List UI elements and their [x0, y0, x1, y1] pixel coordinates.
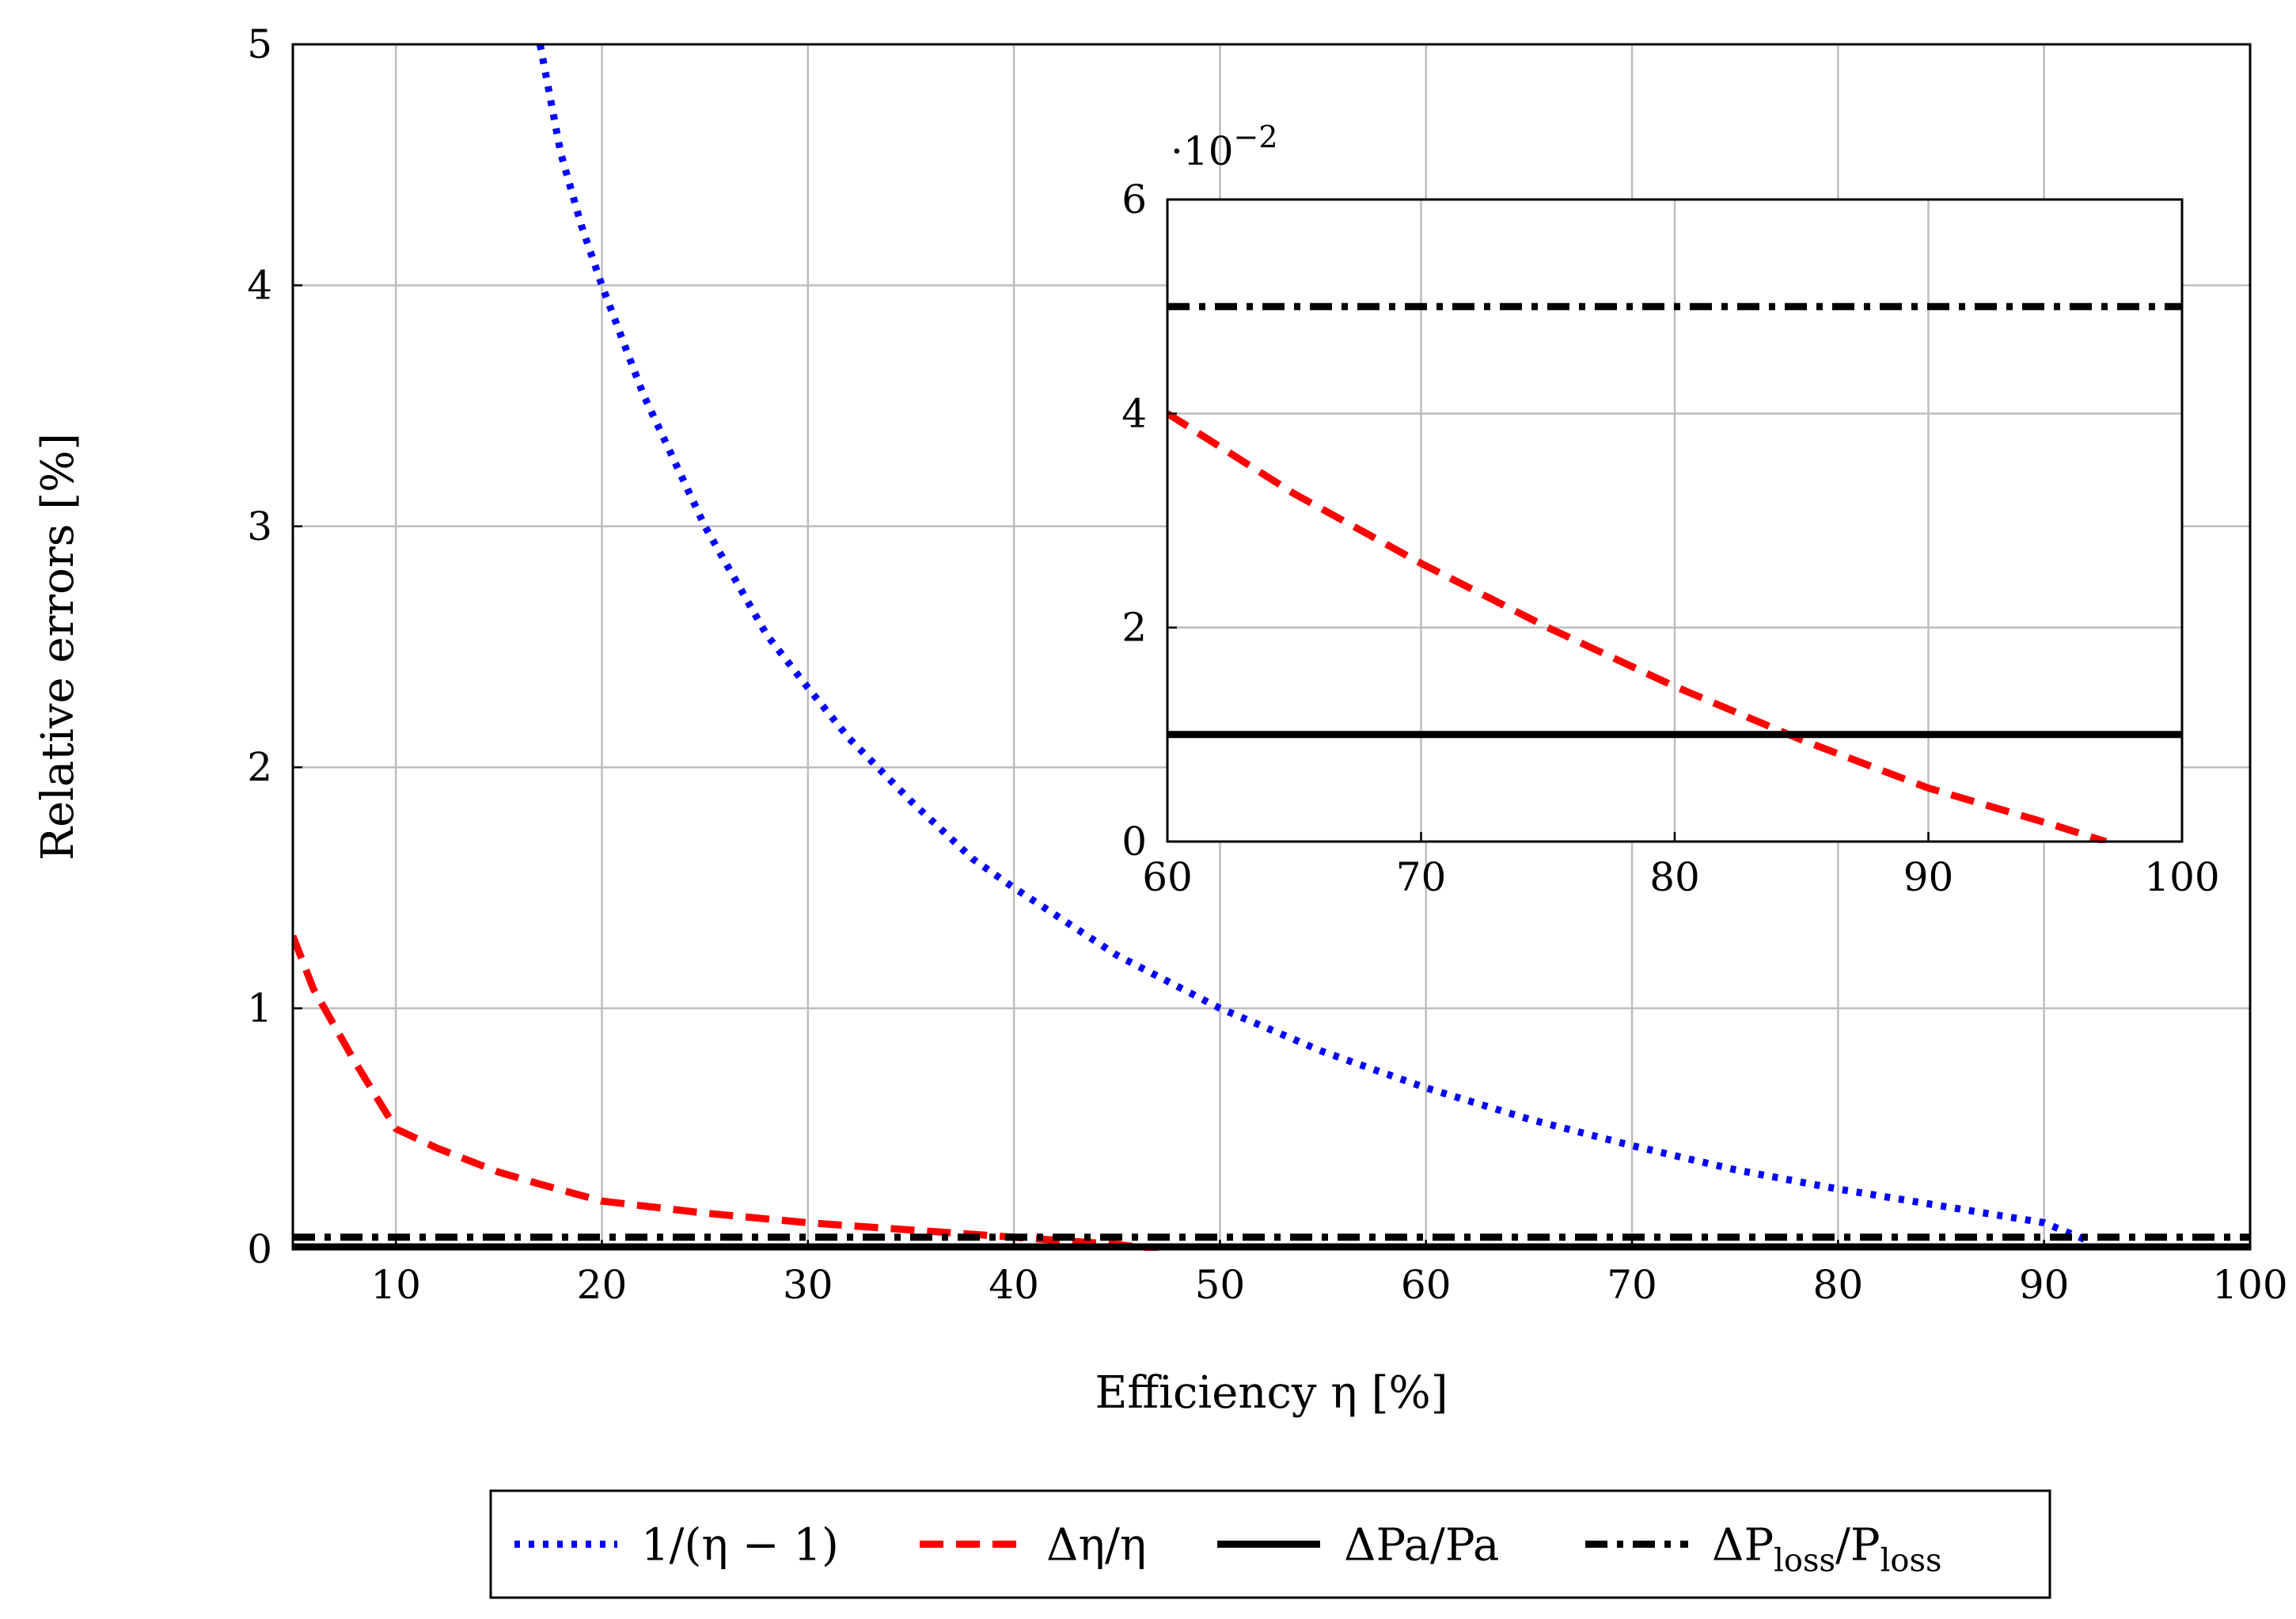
main-series — [293, 44, 2250, 1251]
inset-scale-base: ·10 — [1171, 128, 1234, 174]
y-tick-label: 5 — [247, 21, 272, 67]
x-tick-label: 60 — [1142, 854, 1193, 900]
legend-label: ΔPloss/Ploss — [1712, 1520, 1942, 1579]
y-tick-label: 2 — [247, 744, 272, 790]
x-tick-label: 100 — [2144, 854, 2219, 900]
inset-series — [1167, 302, 2182, 843]
y-tick-label: 4 — [1121, 390, 1147, 436]
legend-label: 1/(η − 1) — [641, 1520, 839, 1571]
y-tick-label: 4 — [247, 262, 272, 308]
series-line — [1167, 410, 2108, 843]
y-tick-label: 6 — [1121, 177, 1147, 222]
x-tick-label: 40 — [989, 1262, 1039, 1308]
legend-label: Δη/η — [1046, 1520, 1146, 1571]
inset-x-ticks: 60 70 80 90 100 — [1142, 832, 2220, 900]
main-x-ticks: 10 20 30 40 50 60 70 80 90 100 — [370, 1240, 2288, 1308]
y-tick-label: 0 — [1121, 819, 1147, 865]
x-tick-label: 70 — [1607, 1262, 1657, 1308]
x-tick-label: 50 — [1195, 1262, 1246, 1308]
legend-label: ΔPa/Pa — [1344, 1520, 1499, 1571]
series-line — [293, 934, 1159, 1251]
x-tick-label: 80 — [1649, 854, 1700, 900]
inset-y-ticks: 0 2 4 6 — [1121, 177, 1177, 865]
x-axis-label: Efficiency η [%] — [1095, 1367, 1448, 1419]
x-tick-label: 30 — [783, 1262, 833, 1308]
x-tick-label: 90 — [1903, 854, 1954, 900]
y-tick-label: 2 — [1121, 605, 1147, 651]
x-tick-label: 100 — [2212, 1262, 2287, 1308]
y-axis-label: Relative errors [%] — [32, 433, 84, 861]
y-tick-label: 0 — [247, 1226, 272, 1272]
main-y-ticks: 0 1 2 3 4 5 — [247, 21, 302, 1272]
x-tick-label: 10 — [370, 1262, 421, 1308]
x-tick-label: 90 — [2019, 1262, 2070, 1308]
x-tick-label: 20 — [577, 1262, 628, 1308]
inset-scale-label: ·10−2 — [1171, 120, 1278, 174]
inset-scale-exponent: −2 — [1234, 120, 1278, 154]
x-tick-label: 80 — [1813, 1262, 1864, 1308]
main-plot-frame — [291, 43, 2252, 1251]
x-tick-label: 60 — [1401, 1262, 1452, 1308]
x-tick-label: 70 — [1396, 854, 1447, 900]
y-tick-label: 3 — [247, 504, 272, 549]
legend: 1/(η − 1) Δη/η ΔPa/Pa ΔPloss/Ploss — [489, 1489, 2051, 1599]
y-tick-label: 1 — [247, 986, 272, 1032]
legend-box — [489, 1489, 2051, 1599]
